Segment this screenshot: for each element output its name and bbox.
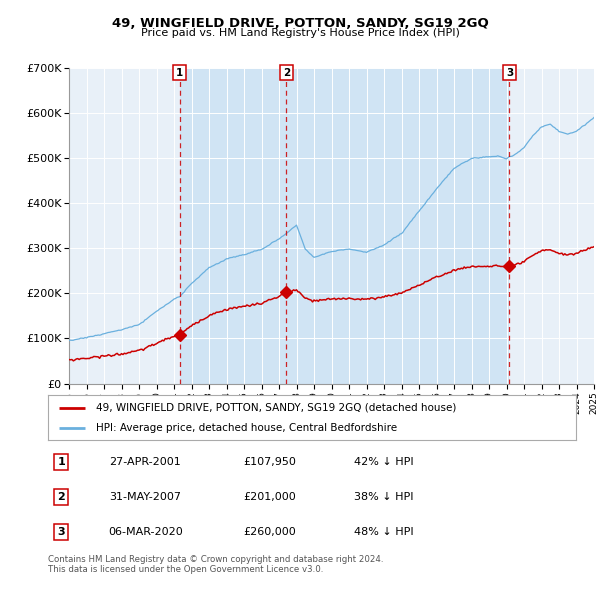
Text: 42% ↓ HPI: 42% ↓ HPI — [354, 457, 414, 467]
Text: 2: 2 — [58, 492, 65, 502]
Text: 49, WINGFIELD DRIVE, POTTON, SANDY, SG19 2GQ (detached house): 49, WINGFIELD DRIVE, POTTON, SANDY, SG19… — [95, 403, 456, 412]
Text: 1: 1 — [58, 457, 65, 467]
Text: 3: 3 — [58, 527, 65, 537]
Text: 2: 2 — [283, 68, 290, 78]
Text: Price paid vs. HM Land Registry's House Price Index (HPI): Price paid vs. HM Land Registry's House … — [140, 28, 460, 38]
Text: 1: 1 — [176, 68, 183, 78]
Text: 49, WINGFIELD DRIVE, POTTON, SANDY, SG19 2GQ: 49, WINGFIELD DRIVE, POTTON, SANDY, SG19… — [112, 17, 488, 30]
Text: HPI: Average price, detached house, Central Bedfordshire: HPI: Average price, detached house, Cent… — [95, 424, 397, 434]
Text: £260,000: £260,000 — [244, 527, 296, 537]
Text: Contains HM Land Registry data © Crown copyright and database right 2024.
This d: Contains HM Land Registry data © Crown c… — [48, 555, 383, 574]
Text: 27-APR-2001: 27-APR-2001 — [109, 457, 181, 467]
Bar — [179, 68, 509, 384]
Text: 3: 3 — [506, 68, 513, 78]
Text: 38% ↓ HPI: 38% ↓ HPI — [354, 492, 414, 502]
Text: £107,950: £107,950 — [244, 457, 296, 467]
Text: 48% ↓ HPI: 48% ↓ HPI — [354, 527, 414, 537]
Text: 06-MAR-2020: 06-MAR-2020 — [109, 527, 184, 537]
Text: 31-MAY-2007: 31-MAY-2007 — [109, 492, 181, 502]
Text: £201,000: £201,000 — [244, 492, 296, 502]
